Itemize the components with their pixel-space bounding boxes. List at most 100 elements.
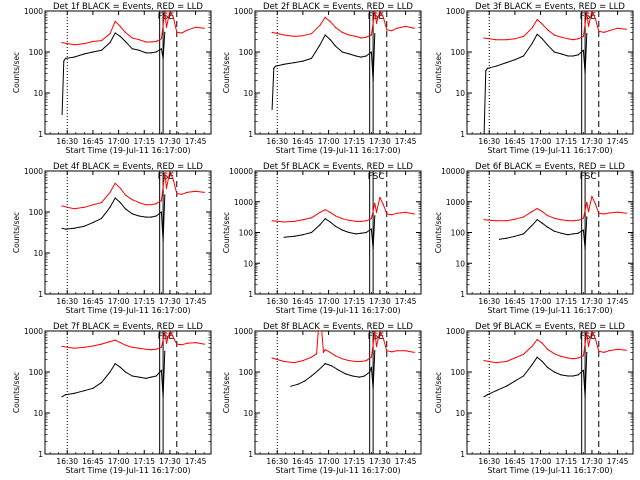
- y-tick-label: 1: [38, 450, 43, 459]
- series-point-lld: [114, 339, 116, 341]
- x-tick-label: 17:30: [159, 457, 181, 466]
- series-point-events: [61, 113, 63, 115]
- series-point-events: [138, 49, 140, 51]
- series-point-events: [369, 371, 371, 373]
- series-point-lld: [169, 171, 171, 172]
- series-point-events: [505, 385, 507, 387]
- series-point-lld: [598, 350, 600, 352]
- panel-det-8: Det 8f BLACK = Events, RED = LLD 1 10 100 10…: [222, 322, 422, 475]
- y-tick-label: 100: [29, 48, 44, 57]
- series-point-events: [304, 380, 306, 382]
- series-point-events: [329, 221, 331, 223]
- series-point-events: [73, 227, 75, 229]
- series-point-lld: [348, 34, 350, 36]
- series-point-events: [572, 375, 574, 377]
- series-point-lld: [150, 204, 152, 206]
- series-point-events: [572, 233, 574, 235]
- series-point-lld: [165, 187, 168, 189]
- series-group: [61, 11, 205, 115]
- chart-title: Det 3f BLACK = Events, RED = LLD: [475, 2, 625, 12]
- series-point-lld: [598, 212, 600, 214]
- y-tick-label: 10: [33, 249, 43, 258]
- series-point-events: [150, 376, 152, 378]
- y-axis-label: Counts/sec: [12, 52, 21, 93]
- series-point-events: [338, 369, 340, 371]
- series-point-lld: [271, 220, 273, 222]
- series-point-lld: [375, 211, 378, 213]
- series-point-events: [541, 222, 543, 224]
- series-point-lld: [319, 24, 321, 26]
- series-point-lld: [310, 356, 313, 358]
- series-point-events: [341, 229, 343, 231]
- series-point-events: [124, 371, 126, 373]
- series-point-events: [119, 202, 121, 204]
- series-point-lld: [522, 35, 525, 38]
- y-tick-label: 1000: [24, 327, 43, 336]
- series-point-lld: [483, 360, 485, 362]
- series-point-events: [131, 213, 133, 215]
- series-point-events: [560, 374, 562, 376]
- series-point-events: [546, 366, 549, 368]
- series-point-events: [324, 363, 326, 365]
- series-point-events: [329, 39, 331, 41]
- series-point-lld: [203, 343, 205, 345]
- x-axis-label: Start Time (19-Jul-11 16:17:00): [275, 146, 400, 155]
- series-point-lld: [124, 194, 126, 196]
- series-point-events: [119, 35, 121, 38]
- series-point-lld: [553, 34, 555, 36]
- series-point-lld: [348, 360, 350, 362]
- series-point-events: [131, 48, 133, 50]
- series-point-lld: [310, 33, 313, 35]
- series-point-lld: [567, 220, 569, 222]
- series-point-lld: [203, 27, 205, 29]
- x-tick-label: 16:30: [478, 457, 500, 466]
- y-tick-label: 10: [33, 89, 43, 98]
- y-tick-label: 1: [248, 290, 253, 299]
- series-line-lld: [271, 331, 415, 364]
- series-point-lld: [302, 219, 304, 221]
- series-line-events: [290, 350, 376, 389]
- series-point-events: [560, 232, 562, 234]
- series-point-events: [341, 51, 343, 53]
- series-point-events: [83, 225, 85, 227]
- x-tick-label: 16:45: [82, 457, 104, 466]
- series-point-lld: [617, 211, 619, 213]
- y-axis-label: Counts/sec: [434, 52, 443, 93]
- series-point-lld: [138, 347, 140, 349]
- y-tick-label: 1: [248, 130, 253, 139]
- y-tick-label: 1: [248, 450, 253, 459]
- series-point-lld: [591, 331, 593, 332]
- x-tick-label: 17:00: [318, 297, 340, 306]
- x-tick-label: 16:30: [56, 457, 78, 466]
- series-point-lld: [386, 29, 388, 31]
- series-point-events: [358, 376, 360, 378]
- series-point-events: [348, 231, 350, 234]
- series-point-events: [541, 360, 543, 363]
- series-point-events: [274, 65, 277, 67]
- series-point-lld: [577, 357, 579, 359]
- series-point-lld: [582, 217, 585, 219]
- series-point-lld: [625, 212, 627, 214]
- series-point-lld: [164, 172, 166, 174]
- series-point-lld: [603, 213, 605, 215]
- series-point-events: [485, 70, 487, 72]
- series-group: [483, 11, 627, 134]
- series-point-events: [582, 369, 585, 371]
- series-point-events: [536, 33, 538, 35]
- series-point-lld: [283, 221, 285, 223]
- series-point-lld: [617, 27, 619, 29]
- series-point-lld: [405, 350, 407, 352]
- panel-det-1: Det 1f BLACK = Events, RED = LLD 1 10 100 10…: [12, 2, 212, 155]
- series-point-lld: [293, 362, 295, 364]
- series-point-lld: [536, 338, 538, 341]
- series-point-events: [83, 390, 85, 392]
- series-point-lld: [608, 30, 610, 32]
- series-point-lld: [100, 40, 103, 42]
- series-point-lld: [145, 41, 147, 43]
- y-tick-label: 100: [451, 229, 466, 238]
- series-point-events: [145, 377, 147, 379]
- series-point-lld: [505, 39, 507, 41]
- x-axis-label: Start Time (19-Jul-11 16:17:00): [487, 306, 612, 315]
- series-group: [271, 331, 415, 389]
- series-point-lld: [124, 344, 126, 346]
